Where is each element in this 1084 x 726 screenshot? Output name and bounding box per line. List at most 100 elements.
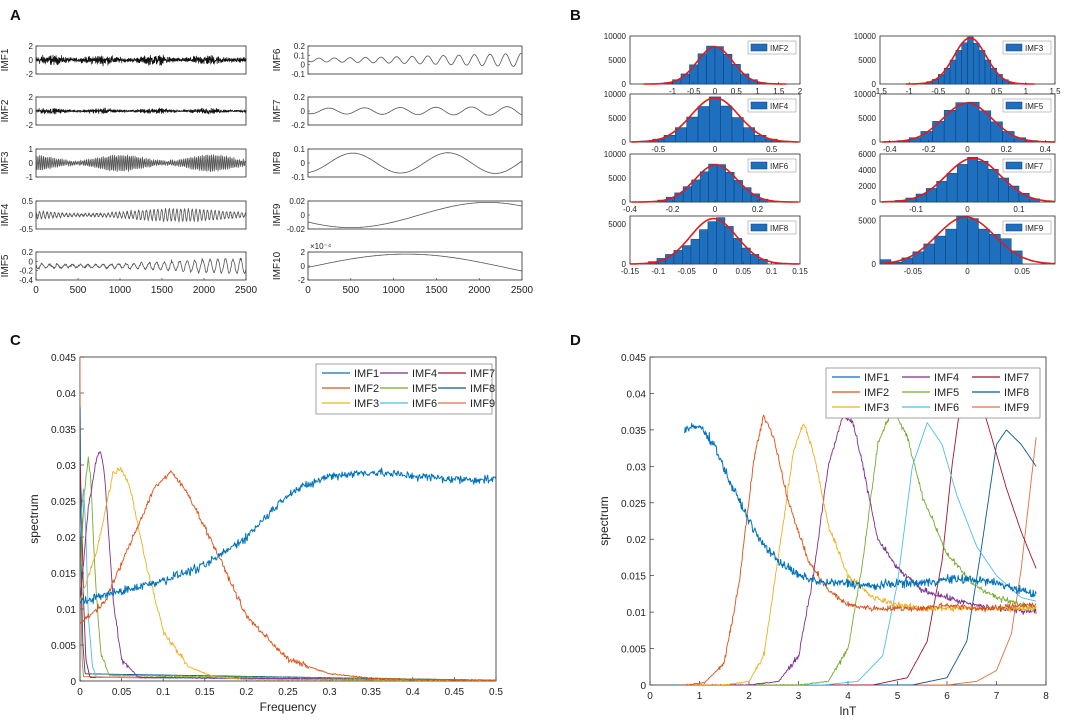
y-axis-label: IMF8: [272, 151, 283, 174]
histogram-bar: [956, 164, 968, 203]
histogram-bar: [955, 102, 968, 143]
x-tick-label: -0.5: [651, 145, 665, 154]
y-tick-label: 0.045: [621, 353, 646, 364]
y-tick-label: 0.2: [294, 42, 306, 51]
waveform-imf2: [35, 107, 247, 115]
axes-frame: [307, 148, 523, 178]
panel-label-b: B: [570, 7, 581, 24]
histogram-bar: [699, 171, 709, 203]
legend-label: IMF6: [934, 402, 959, 414]
y-tick-label: -0.5: [19, 225, 33, 234]
x-tick-label: 0.15: [195, 687, 215, 698]
x-tick-label: 3: [796, 691, 802, 702]
x-tick-label: 0: [965, 205, 970, 214]
x-tick-label: 0: [713, 267, 718, 276]
legend-label: IMF1: [864, 372, 889, 384]
x-tick-label: 1.5: [1049, 87, 1061, 96]
y-tick-label: 0.035: [621, 426, 646, 437]
x-tick-label: -0.2: [666, 205, 680, 214]
y-axis-label: spectrum: [597, 496, 611, 545]
axes-frame: [35, 251, 247, 281]
legend-swatch: [750, 161, 768, 170]
y-tick-label: 10000: [604, 150, 627, 159]
x-tick-label: 0.2: [239, 687, 253, 698]
x-tick-label: 0.2: [1001, 145, 1013, 154]
y-tick-label: -0.02: [287, 225, 306, 234]
x-tick-label: 0.1: [766, 267, 778, 276]
histogram-bar: [1011, 250, 1023, 265]
x-tick-label: -0.2: [922, 145, 936, 154]
x-tick-label: 1000: [109, 285, 132, 296]
histogram-imf5: 10000 5000 0 -0.4 -0.2 0 0.2 0.4 IMF5: [854, 90, 1056, 154]
x-tick-label: 0: [77, 687, 83, 698]
x-tick-label: -0.15: [621, 267, 640, 276]
legend-label: IMF8: [470, 383, 495, 395]
x-tick-label: 2000: [193, 285, 216, 296]
x-tick-label: 5: [895, 691, 901, 702]
panel-label-c: C: [10, 332, 21, 349]
x-tick-label: 0.15: [792, 267, 808, 276]
x-axis-label: lnT: [840, 704, 857, 718]
y-tick-label: 0: [622, 138, 627, 147]
histogram-bar: [932, 121, 945, 143]
y-axis-label: IMF7: [272, 99, 283, 122]
histogram-bar: [731, 64, 741, 85]
histogram-bar: [967, 218, 979, 265]
histogram-bar: [720, 105, 733, 143]
y-tick-label: 6000: [858, 150, 876, 159]
y-tick-label: 5000: [608, 114, 626, 123]
legend-swatch: [1005, 43, 1023, 52]
y-tick-label: 0.04: [57, 389, 77, 400]
y-tick-label: 2: [29, 93, 34, 102]
y-tick-label: 4000: [858, 166, 876, 175]
normal-fit-curve: [631, 163, 799, 203]
legend-label: IMF7: [470, 368, 495, 380]
histogram-bar: [708, 163, 718, 203]
legend-swatch: [1005, 223, 1023, 232]
histogram-imf4: 10000 5000 0 -0.5 0 0.5 IMF4: [604, 90, 801, 154]
x-tick-label: 1000: [382, 285, 405, 296]
histogram-bar: [987, 168, 999, 203]
y-axis-label: IMF9: [272, 203, 283, 226]
y-axis-label: IMF2: [0, 99, 11, 122]
y-tick-label: 10000: [604, 32, 627, 41]
histogram-bar: [978, 50, 986, 85]
y-tick-label: 0.015: [51, 569, 76, 580]
waveform-imf7: [307, 106, 523, 116]
legend-label: IMF3: [864, 402, 889, 414]
y-tick-label: -2: [26, 121, 34, 130]
y-tick-label: 1: [29, 145, 34, 154]
imf-signal-imf1: IMF1 2 0 -2: [0, 42, 247, 79]
histogram-bar: [990, 121, 1003, 143]
x-tick-label: 0: [305, 285, 311, 296]
legend: IMF1 IMF2 IMF3 IMF4 IMF5 IMF6 IMF7 IMF8 IMF9: [825, 367, 1041, 419]
y-tick-label: 0: [622, 260, 627, 269]
x-tick-label: 1: [1024, 87, 1029, 96]
y-tick-label: 0.015: [621, 572, 646, 583]
y-tick-label: -0.2: [291, 121, 305, 130]
x-tick-label: 2: [746, 691, 752, 702]
y-axis-label: IMF1: [0, 48, 11, 71]
x-tick-label: 0: [647, 691, 653, 702]
y-axis-label: IMF3: [0, 151, 11, 174]
y-tick-label: 0.01: [57, 605, 77, 616]
imf-signal-imf8: IMF8 0.1 0 -0.1: [272, 145, 523, 182]
x-tick-label: 0.5: [731, 87, 743, 96]
histogram-bar: [731, 117, 744, 143]
x-tick-label: 8: [1043, 691, 1049, 702]
axes-frame: [307, 96, 523, 126]
legend-swatch: [750, 101, 768, 110]
histogram-bar: [961, 42, 968, 85]
y-tick-label: 2: [301, 248, 306, 257]
y-axis-label: IMF10: [272, 251, 283, 280]
histogram-bar: [725, 171, 735, 203]
y-tick-label: 0: [301, 107, 306, 116]
y-tick-label: 0: [29, 107, 34, 116]
y-tick-label: 0: [872, 80, 877, 89]
histogram-bar: [697, 106, 710, 143]
y-tick-label: 0.025: [621, 499, 646, 510]
y-tick-label: 2: [29, 42, 34, 51]
y-tick-label: 0.02: [57, 533, 77, 544]
